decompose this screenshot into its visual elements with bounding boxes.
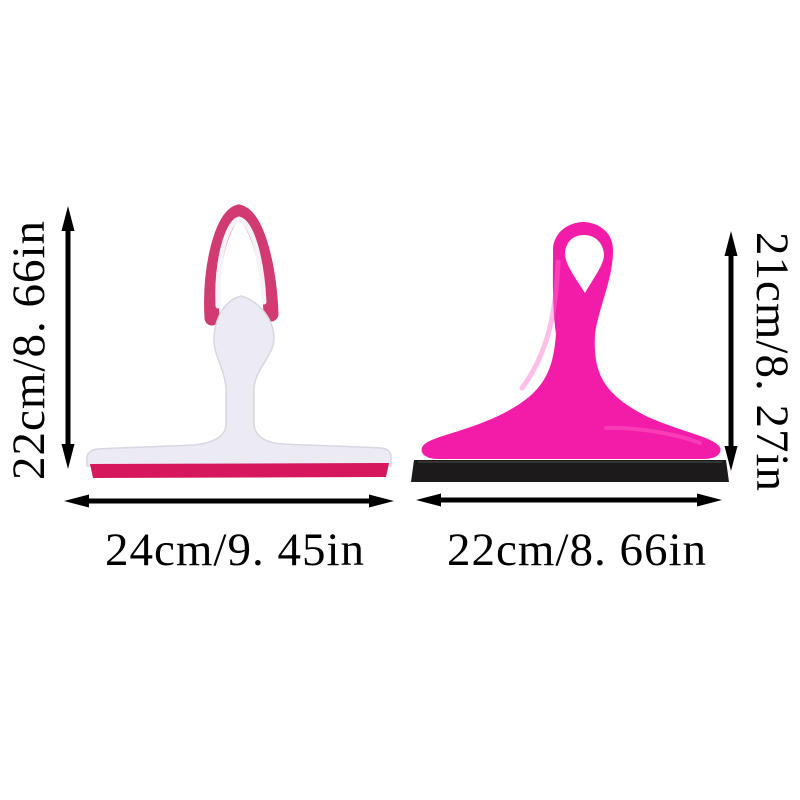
dimension-annotations: 22cm/8. 66in 24cm/9. 45in 21cm/8. 27in: [3, 206, 798, 576]
arrow-head-left: [416, 493, 441, 507]
pink-squeegee: [411, 222, 729, 482]
white-squeegee-height-arrow: [61, 206, 75, 469]
arrow-head-right: [369, 494, 394, 508]
arrow-head-up: [61, 206, 75, 231]
white-squeegee-blade: [90, 463, 389, 478]
pink-squeegee-gloss-base: [604, 425, 702, 445]
pink-squeegee-blade: [411, 460, 729, 482]
arrow-head-right: [697, 493, 722, 507]
pink-squeegee-height-label: 21cm/8. 27in: [746, 232, 798, 492]
white-squeegee-width-arrow: [64, 494, 394, 508]
arrow-head-down: [724, 446, 738, 471]
white-squeegee: [86, 204, 392, 478]
arrow-head-left: [64, 494, 89, 508]
arrow-head-down: [61, 444, 75, 469]
pink-squeegee-height-arrow: [724, 231, 738, 471]
pink-squeegee-width-label: 22cm/8. 66in: [447, 524, 707, 576]
white-squeegee-width-label: 24cm/9. 45in: [105, 524, 365, 576]
white-squeegee-loop-trim: [204, 204, 279, 326]
pink-squeegee-body: [421, 222, 721, 459]
pink-squeegee-gloss-left: [519, 259, 561, 391]
pink-squeegee-width-arrow: [416, 493, 722, 507]
white-squeegee-height-label: 22cm/8. 66in: [3, 220, 55, 480]
white-squeegee-loop-highlight: [215, 216, 267, 309]
arrow-head-up: [724, 231, 738, 256]
